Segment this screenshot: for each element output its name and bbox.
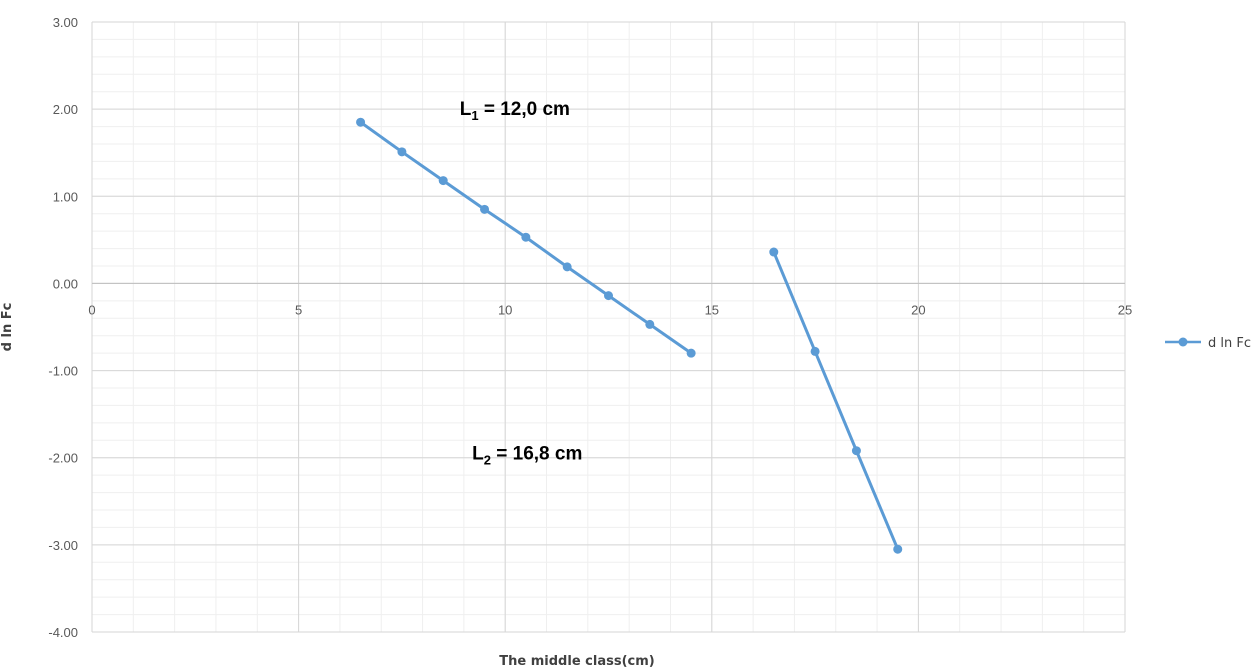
y-tick-label: 0.00 [53, 276, 78, 291]
data-point [769, 247, 779, 257]
minor-grid [91, 21, 1126, 633]
x-tick-label: 25 [1118, 302, 1132, 317]
data-point [397, 147, 407, 157]
legend-label: d ln Fc [1208, 336, 1251, 351]
data-point [893, 544, 903, 554]
series-layer [356, 117, 903, 554]
data-point [645, 319, 655, 329]
data-point [686, 348, 696, 358]
x-axis: 0 5 10 15 20 25 [88, 282, 1132, 317]
data-point [480, 204, 490, 214]
x-tick-label: 10 [498, 302, 512, 317]
data-point [438, 176, 448, 186]
data-point [562, 262, 572, 272]
y-axis: 3.00 2.00 1.00 0.00 -1.00 -2.00 -3.00 -4.00 [48, 15, 78, 640]
x-tick-label: 0 [88, 302, 95, 317]
x-tick-label: 5 [295, 302, 302, 317]
y-tick-label: 3.00 [53, 15, 78, 30]
y-tick-label: -1.00 [48, 364, 78, 379]
x-tick-label: 20 [911, 302, 925, 317]
data-point [810, 346, 820, 356]
x-tick-label: 15 [705, 302, 719, 317]
y-axis-title: d ln Fc [0, 303, 15, 352]
legend-marker-swatch [1178, 337, 1188, 347]
y-tick-label: -4.00 [48, 625, 78, 640]
annotation-label: L1 = 12,0 cm [460, 99, 570, 123]
x-axis-title: The middle class(cm) [499, 654, 654, 669]
y-tick-label: 2.00 [53, 102, 78, 117]
legend: d ln Fc [1165, 336, 1251, 351]
data-point [851, 446, 861, 456]
annotation-layer: L1 = 12,0 cm L2 = 16,8 cm [460, 99, 583, 467]
data-point [604, 291, 613, 301]
series-line [772, 251, 900, 550]
y-tick-label: 1.00 [53, 189, 78, 204]
y-tick-label: -2.00 [48, 451, 78, 466]
y-tick-label: -3.00 [48, 538, 78, 553]
data-point [521, 232, 531, 242]
data-point [356, 117, 366, 127]
annotation-label: L2 = 16,8 cm [472, 443, 582, 467]
